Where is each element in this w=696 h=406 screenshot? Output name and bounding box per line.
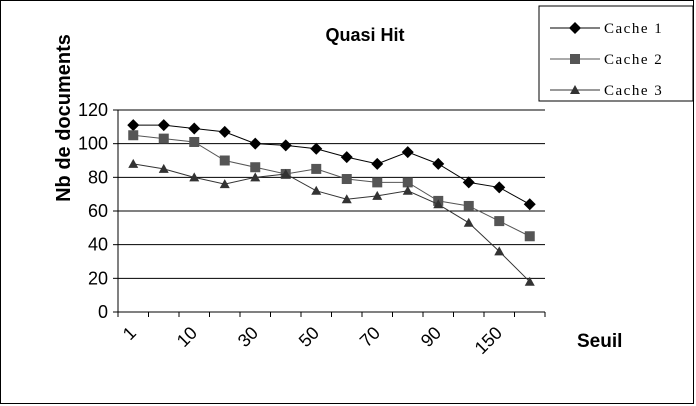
series-1-point xyxy=(462,176,475,189)
series-2-point xyxy=(524,231,535,242)
legend-box xyxy=(538,5,694,102)
series-1-point xyxy=(401,146,414,159)
grid-lines xyxy=(118,109,545,279)
y-axis-label: Nb de documents xyxy=(53,34,75,202)
series-3-point xyxy=(219,179,230,189)
series-2-point xyxy=(341,174,352,185)
series-1-point xyxy=(432,157,445,170)
series-3-point xyxy=(402,185,413,195)
series-2-point xyxy=(311,163,322,174)
series-1-point xyxy=(371,157,384,170)
series-1-point xyxy=(218,125,231,138)
legend-marker xyxy=(569,22,581,34)
y-tick-label: 60 xyxy=(88,201,108,221)
series-1-point xyxy=(523,198,536,211)
series-3-point xyxy=(311,185,322,195)
x-tick-label: 150 xyxy=(471,323,506,358)
y-tick-label: 120 xyxy=(78,100,108,120)
legend-label: Cache 2 xyxy=(604,52,663,68)
series-2-point xyxy=(189,136,200,147)
x-tick-label: 1 xyxy=(119,323,140,344)
series-2-point xyxy=(219,155,230,166)
series-3-point xyxy=(494,246,505,256)
series-3-line xyxy=(133,163,531,283)
y-tick-label: 80 xyxy=(88,167,108,187)
series-group xyxy=(127,119,536,286)
x-tick-labels: 1 10 30 50 70 90 150 xyxy=(119,323,506,358)
x-tick-label: 10 xyxy=(173,323,201,351)
axes xyxy=(113,109,546,317)
series-3-point xyxy=(433,199,444,209)
series-2-line xyxy=(133,134,530,237)
series-1-point xyxy=(127,119,140,132)
series-2-point xyxy=(372,177,383,188)
legend-marker xyxy=(570,85,580,94)
series-1-point xyxy=(188,122,201,135)
series-2-point xyxy=(128,130,139,141)
series-3-point xyxy=(158,163,169,173)
x-tick-label: 70 xyxy=(356,323,384,351)
y-tick-label: 0 xyxy=(98,302,108,322)
series-1-point xyxy=(310,142,323,155)
series-2-point xyxy=(494,216,505,227)
x-tick-label: 90 xyxy=(417,323,445,351)
legend-label: Cache 1 xyxy=(604,21,663,37)
y-tick-label: 100 xyxy=(78,134,108,154)
x-axis-label: Seuil xyxy=(577,331,622,352)
legend-label: Cache 3 xyxy=(604,83,663,99)
series-2-point xyxy=(463,200,474,211)
y-tick-labels: 0 20 40 60 80 100 120 xyxy=(78,100,108,322)
series-2-point xyxy=(250,162,261,173)
series-3-point xyxy=(341,194,352,204)
y-tick-label: 40 xyxy=(88,235,108,255)
series-3-point xyxy=(189,172,200,182)
series-1-point xyxy=(493,181,506,194)
legend-marker xyxy=(570,54,580,64)
series-3-point xyxy=(250,172,261,182)
series-2-point xyxy=(158,133,169,144)
chart-title: Quasi Hit xyxy=(325,25,404,45)
series-3-point xyxy=(280,168,291,178)
series-3-point xyxy=(372,190,383,200)
series-1-point xyxy=(279,139,292,152)
series-1-point xyxy=(157,119,170,132)
series-3-point xyxy=(463,217,474,227)
legend: Cache 1 Cache 2 Cache 3 xyxy=(538,5,694,102)
x-tick-label: 30 xyxy=(234,323,262,351)
series-1-point xyxy=(340,151,353,164)
x-tick-label: 50 xyxy=(295,323,323,351)
series-3-point xyxy=(128,158,139,168)
series-1-point xyxy=(249,137,262,150)
series-3-point xyxy=(524,276,535,286)
series-2-point xyxy=(402,177,413,188)
y-tick-label: 20 xyxy=(88,268,108,288)
